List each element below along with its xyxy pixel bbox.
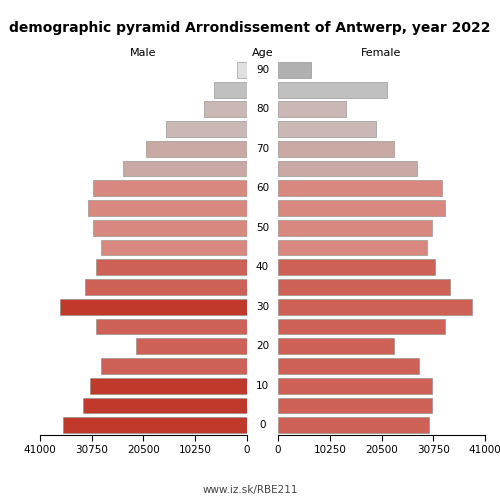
Bar: [278, 121, 376, 137]
Bar: [204, 102, 247, 117]
Bar: [93, 180, 247, 196]
Bar: [278, 102, 346, 117]
Bar: [278, 82, 386, 98]
Bar: [278, 358, 420, 374]
Text: demographic pyramid Arrondissement of Antwerp, year 2022: demographic pyramid Arrondissement of An…: [9, 21, 491, 35]
Text: 60: 60: [256, 184, 269, 194]
Bar: [166, 121, 247, 137]
Bar: [96, 260, 247, 275]
Text: www.iz.sk/RBE211: www.iz.sk/RBE211: [202, 485, 298, 495]
Bar: [90, 378, 247, 394]
Title: Male: Male: [130, 48, 156, 58]
Bar: [278, 62, 311, 78]
Text: 70: 70: [256, 144, 269, 154]
Bar: [278, 417, 430, 433]
Bar: [278, 279, 450, 295]
Title: Female: Female: [362, 48, 402, 58]
Title: Age: Age: [252, 48, 274, 58]
Bar: [237, 62, 247, 78]
Bar: [88, 200, 247, 216]
Bar: [278, 200, 444, 216]
Text: 50: 50: [256, 223, 269, 233]
Text: 90: 90: [256, 65, 269, 75]
Bar: [278, 160, 417, 176]
Bar: [278, 141, 394, 156]
Text: 30: 30: [256, 302, 269, 312]
Bar: [62, 417, 247, 433]
Bar: [100, 240, 247, 256]
Bar: [278, 180, 442, 196]
Bar: [83, 398, 247, 413]
Bar: [278, 318, 444, 334]
Bar: [86, 279, 247, 295]
Bar: [278, 299, 472, 314]
Bar: [96, 318, 247, 334]
Bar: [278, 220, 432, 236]
Bar: [278, 240, 427, 256]
Bar: [146, 141, 247, 156]
Text: 40: 40: [256, 262, 269, 272]
Bar: [278, 338, 394, 354]
Bar: [60, 299, 247, 314]
Text: 80: 80: [256, 104, 269, 115]
Bar: [93, 220, 247, 236]
Text: 10: 10: [256, 380, 269, 390]
Bar: [278, 260, 434, 275]
Bar: [214, 82, 247, 98]
Text: 20: 20: [256, 341, 269, 351]
Bar: [278, 398, 432, 413]
Text: 0: 0: [259, 420, 266, 430]
Bar: [100, 358, 247, 374]
Bar: [136, 338, 247, 354]
Bar: [278, 378, 432, 394]
Bar: [124, 160, 247, 176]
